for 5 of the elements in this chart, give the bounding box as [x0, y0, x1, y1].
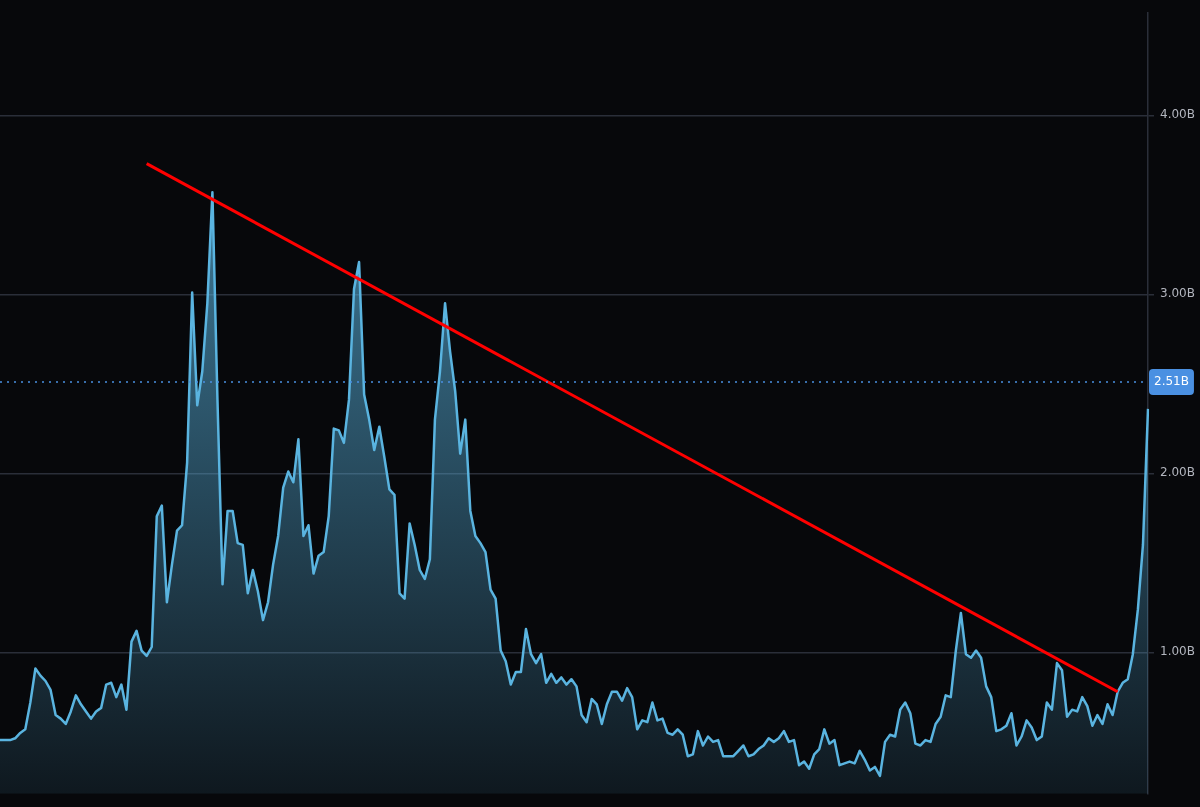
- y-tick-label: 3.00B: [1160, 286, 1195, 301]
- ref-line-label: 2.51B: [1154, 374, 1189, 389]
- y-tick-label: 1.00B: [1160, 644, 1195, 659]
- y-tick-label: 2.00B: [1160, 465, 1195, 480]
- y-tick-label: 4.00B: [1160, 107, 1195, 122]
